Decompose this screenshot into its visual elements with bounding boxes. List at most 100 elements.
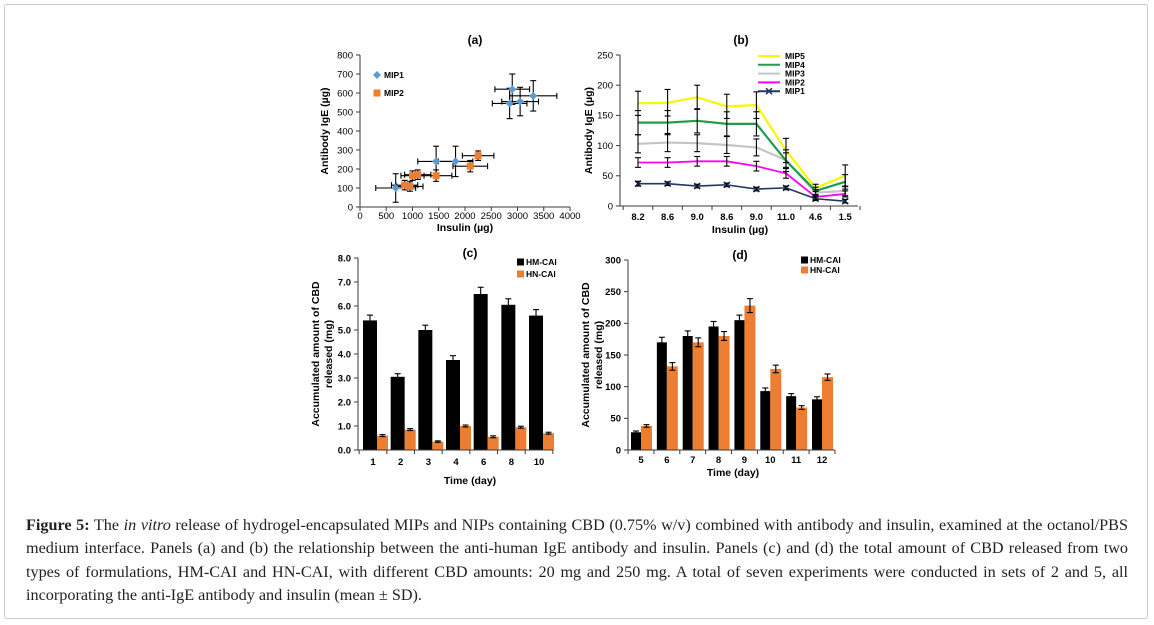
panel-a-ytick-label: 0 — [348, 202, 353, 213]
figure-caption: Figure 5: The in vitro release of hydrog… — [26, 514, 1128, 607]
panel-d-y-axis-label: Accumulated amount of CBD — [580, 282, 592, 428]
panel-b-errorbar-mip3-2 — [664, 132, 671, 153]
panel-d-errorbar-hm-cai-day-5 — [633, 430, 639, 435]
panel-b-errorbar-mip1-5 — [753, 186, 760, 192]
panel-a-point-mip2-7 — [474, 152, 482, 160]
panel-d-errorbar-hn-cai-day-12 — [824, 373, 831, 381]
caption-text-start: The — [93, 516, 124, 534]
panel-d-bar-hn-cai-day-9 — [744, 305, 756, 450]
panel-d-bar-hn-cai-day-5 — [641, 425, 652, 450]
panel-c-bar-hn-cai-day-1 — [377, 435, 388, 450]
panel-b-errorbar-mip1-4 — [723, 182, 730, 188]
panel-b-errorbar-mip4-4 — [723, 111, 730, 137]
panel-d-errorbar-hn-cai-day-5 — [643, 424, 650, 428]
panel-b-xtick-label: 8.6 — [720, 212, 733, 223]
panel-b-errorbar-mip4-5 — [753, 111, 760, 137]
panel-b-errorbar-mip2-5 — [753, 160, 760, 172]
panel-d-ytick-label: 0 — [616, 445, 621, 456]
panel-b-line-mip2 — [638, 160, 846, 198]
panel-a-xtick-label: 3500 — [533, 211, 554, 222]
panel-c-title: (c) — [463, 246, 478, 260]
caption-text-rest: release of hydrogel-encapsulated MIPs an… — [26, 516, 1128, 604]
panel-a-point-mip2-6 — [466, 162, 474, 170]
panel-c-bar-hm-cai-day-4 — [446, 360, 461, 450]
panel-d-xtick-label: 9 — [742, 455, 747, 466]
panel-d-errorbar-hm-cai-day-7 — [684, 330, 691, 342]
panel-a-point-mip2-5 — [432, 172, 440, 180]
panel-d-bar-hm-cai-day-7 — [682, 336, 693, 450]
panel-a-point-mip1-6 — [508, 85, 517, 94]
panel-b-errorbar-mip3-1 — [635, 134, 641, 154]
panel-a-ytick-label: 200 — [337, 164, 353, 175]
panel-b-xtick-label: 9.0 — [691, 212, 704, 223]
panel-d-y-axis-label: released (mg) — [593, 321, 605, 389]
panel-d-ytick-label: 50 — [610, 414, 621, 425]
caption-italic-term: in vitro — [123, 516, 171, 534]
panel-b-chart: (b) 0 50 100 150 200 250 8.2 8.6 9.0 8.6 9.0 11.0 4.6… — [583, 33, 861, 236]
panel-b-errorbar-mip2-2 — [664, 157, 671, 168]
panel-b-legend-label-mip5: MIP5 — [785, 51, 805, 61]
panel-c-bar-hm-cai-day-2 — [390, 376, 405, 450]
panel-d-ytick-label: 250 — [605, 287, 621, 298]
panel-b-ytick-label: 150 — [597, 111, 613, 122]
panel-d-errorbar-hn-cai-day-10 — [772, 364, 779, 374]
panel-b-ytick-label: 50 — [602, 171, 613, 182]
panel-a-point-mip1-2 — [432, 157, 441, 166]
panel-a-legend-marker-mip2 — [373, 89, 381, 97]
panel-d-ytick-label: 200 — [605, 319, 621, 330]
panel-a-xtick-label: 4000 — [559, 211, 580, 222]
panel-b-line-mip1 — [638, 182, 846, 202]
panel-c-bar-hn-cai-day-4 — [460, 426, 472, 450]
panel-b-legend-label-mip1: MIP1 — [785, 86, 805, 96]
panel-d-bar-hn-cai-day-12 — [822, 377, 834, 450]
panel-d-legend-swatch-hm-cai — [801, 256, 808, 264]
panel-a-ytick-label: 300 — [337, 145, 353, 156]
panel-c-errorbar-hm-cai-day-1 — [367, 314, 373, 327]
panel-c-ytick-label: 2.0 — [338, 397, 351, 408]
panel-d-xtick-label: 7 — [690, 455, 695, 466]
panel-d-errorbar-hm-cai-day-11 — [788, 393, 795, 400]
panel-a-point-mip2-4 — [414, 171, 422, 179]
panel-d-ytick-label: 150 — [605, 350, 621, 361]
panel-b-line-mip4 — [638, 119, 846, 192]
panel-d-bar-hm-cai-day-6 — [656, 342, 667, 450]
panel-c-errorbar-hn-cai-day-6 — [490, 435, 497, 439]
panel-a-xtick-label: 2500 — [481, 211, 502, 222]
panel-c-ytick-label: 1.0 — [338, 421, 351, 432]
panel-c-bar-hn-cai-day-3 — [432, 441, 444, 450]
panel-c-y-axis-label: released (mg) — [323, 320, 335, 388]
panel-c-bar-hn-cai-day-10 — [543, 433, 555, 450]
panel-b-errorbar-mip2-8 — [842, 190, 849, 198]
panel-a-xtick-label: 2000 — [454, 211, 475, 222]
panel-b-errorbar-mip3-3 — [694, 134, 701, 153]
panel-b-legend-marker-mip1 — [765, 87, 773, 95]
panel-b-errorbar-mip1-8 — [842, 198, 849, 204]
panel-c-ytick-label: 8.0 — [338, 253, 351, 264]
panel-c-errorbar-hn-cai-day-10 — [545, 431, 552, 435]
panel-a-ytick-label: 800 — [337, 50, 353, 61]
panel-c-errorbar-hm-cai-day-2 — [394, 373, 401, 381]
panel-d-errorbar-hm-cai-day-10 — [762, 387, 769, 395]
panel-c-bar-hm-cai-day-10 — [529, 315, 544, 450]
panel-c-errorbar-hn-cai-day-1 — [379, 434, 386, 438]
panel-a-x-axis-label: Insulin (µg) — [437, 222, 493, 234]
panel-a-xtick-label: 0 — [357, 211, 362, 222]
panel-a-point-mip1-1 — [391, 184, 400, 192]
panel-b-ytick-label: 200 — [597, 81, 613, 92]
panel-c-legend-label-hn-cai: HN-CAI — [526, 269, 556, 279]
panel-c-bar-hm-cai-day-6 — [473, 294, 488, 450]
panel-c-chart: (c) 0.0 1.0 2.0 3.0 4.0 5.0 6.0 7.0 8.0 1 2 3 4 6 8 10 Ti… — [310, 246, 557, 487]
panel-c-errorbar-hn-cai-day-4 — [462, 424, 469, 428]
panel-a-ytick-label: 600 — [337, 88, 353, 99]
panel-b-errorbar-mip1-1 — [635, 180, 641, 187]
panel-a-point-mip2-2 — [406, 182, 414, 190]
panel-d-errorbar-hn-cai-day-9 — [746, 298, 753, 314]
panel-d-x-axis-label: Time (day) — [707, 467, 759, 479]
panel-b-errorbar-mip3-4 — [723, 135, 730, 155]
panel-a-point-mip2-1 — [401, 181, 409, 189]
panel-b-ytick-label: 0 — [608, 201, 613, 212]
panel-b-errorbar-mip1-7 — [812, 196, 819, 202]
panel-c-errorbar-hn-cai-day-2 — [407, 428, 414, 432]
panel-d-errorbar-hm-cai-day-6 — [658, 336, 665, 348]
